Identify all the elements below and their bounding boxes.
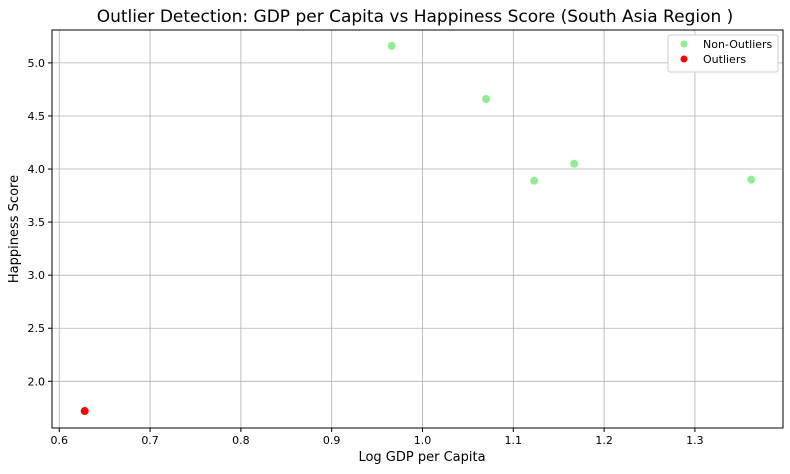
x-tick-label: 1.2 bbox=[595, 434, 613, 447]
data-point-non-outliers bbox=[387, 41, 396, 50]
y-tick-label: 5.0 bbox=[28, 57, 46, 70]
data-point-non-outliers bbox=[747, 175, 756, 184]
y-tick-label: 3.5 bbox=[28, 216, 46, 229]
x-tick-label: 0.6 bbox=[51, 434, 69, 447]
data-point-non-outliers bbox=[570, 159, 579, 168]
x-tick-label: 1.3 bbox=[686, 434, 704, 447]
y-axis-ticks: 2.0 2.5 3.0 3.5 4.0 4.5 5.0 bbox=[28, 57, 52, 388]
legend-marker-outliers bbox=[680, 55, 688, 63]
data-point-non-outliers bbox=[482, 94, 491, 103]
y-tick-label: 4.5 bbox=[28, 110, 46, 123]
y-tick-label: 3.0 bbox=[28, 269, 46, 282]
legend-label-outliers: Outliers bbox=[703, 53, 746, 66]
legend-entry-outliers: Outliers bbox=[680, 53, 746, 66]
y-tick-label: 4.0 bbox=[28, 163, 46, 176]
chart-title: Outlier Detection: GDP per Capita vs Hap… bbox=[97, 7, 734, 27]
x-tick-label: 0.9 bbox=[323, 434, 341, 447]
y-axis-label: Happiness Score bbox=[7, 175, 22, 283]
x-tick-label: 0.8 bbox=[232, 434, 250, 447]
x-tick-label: 1.1 bbox=[505, 434, 523, 447]
legend-entry-non-outliers: Non-Outliers bbox=[680, 38, 773, 51]
y-tick-label: 2.0 bbox=[28, 375, 46, 388]
y-tick-label: 2.5 bbox=[28, 322, 46, 335]
x-axis-ticks: 0.6 0.7 0.8 0.9 1.0 1.1 1.2 1.3 bbox=[51, 428, 704, 447]
x-tick-label: 1.0 bbox=[414, 434, 432, 447]
legend: Non-Outliers Outliers bbox=[667, 34, 779, 73]
data-points bbox=[80, 41, 756, 416]
legend-marker-non-outliers bbox=[680, 40, 688, 48]
data-point-outliers bbox=[80, 407, 89, 416]
plot-frame bbox=[51, 29, 784, 429]
legend-label-non-outliers: Non-Outliers bbox=[703, 38, 773, 51]
x-axis-label: Log GDP per Capita bbox=[358, 450, 485, 465]
data-point-non-outliers bbox=[530, 176, 539, 185]
x-tick-label: 0.7 bbox=[141, 434, 159, 447]
grid-lines bbox=[52, 30, 783, 428]
legend-box bbox=[667, 34, 779, 73]
